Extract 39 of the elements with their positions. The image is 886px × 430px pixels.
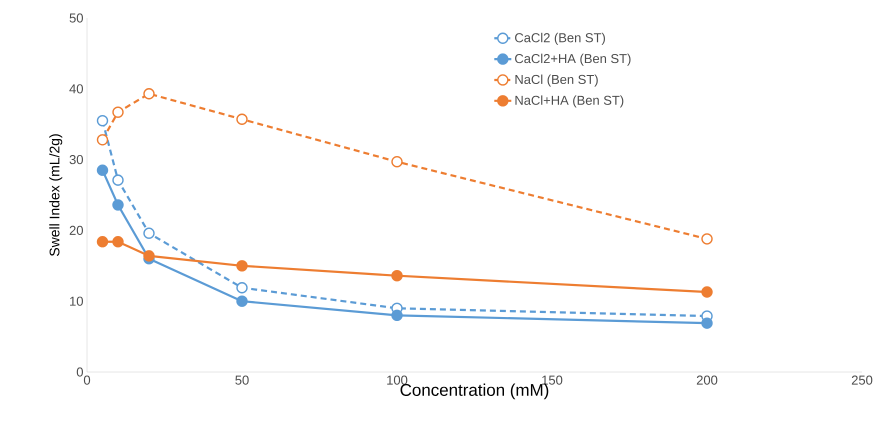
- point: [143, 228, 155, 239]
- y-tick-label: 0: [76, 367, 83, 377]
- x-tick-label: 200: [696, 376, 718, 385]
- point: [236, 296, 248, 307]
- x-tick-label: 100: [387, 376, 408, 385]
- point: [96, 114, 108, 126]
- point: [143, 88, 155, 100]
- legend-label: NaCl (Ben ST): [515, 74, 598, 87]
- x-tick-label: 150: [542, 376, 562, 385]
- x-tick-label: 50: [235, 376, 249, 385]
- point: [112, 236, 124, 248]
- point: [391, 156, 403, 168]
- y-axis-title: Swell Index (mL/2g): [49, 134, 62, 256]
- point: [112, 106, 124, 118]
- point: [96, 134, 108, 146]
- point: [391, 270, 403, 282]
- y-tick-label: 40: [69, 84, 83, 94]
- y-tick-label: 10: [70, 296, 83, 306]
- point: [701, 233, 713, 245]
- point: [701, 317, 713, 329]
- legend-label: CaCl2+HA (Ben ST): [515, 54, 631, 66]
- point: [236, 260, 248, 272]
- point: [143, 250, 155, 262]
- point: [391, 310, 403, 322]
- point: [236, 282, 248, 294]
- point: [701, 286, 713, 298]
- legend-label: NaCl+HA (Ben ST): [515, 95, 624, 108]
- y-tick-label: 30: [70, 155, 83, 164]
- point: [96, 236, 108, 248]
- point: [112, 174, 124, 186]
- x-tick-label: 250: [852, 376, 872, 385]
- point: [96, 164, 108, 176]
- x-axis-title: Concentration (mM): [400, 384, 548, 400]
- point: [112, 199, 124, 211]
- point: [236, 114, 248, 125]
- legend-label: CaCl2 (Ben ST): [515, 32, 605, 45]
- x-tick-label: 0: [84, 376, 90, 385]
- y-tick-label: 20: [70, 226, 83, 235]
- y-tick-label: 50: [70, 13, 83, 23]
